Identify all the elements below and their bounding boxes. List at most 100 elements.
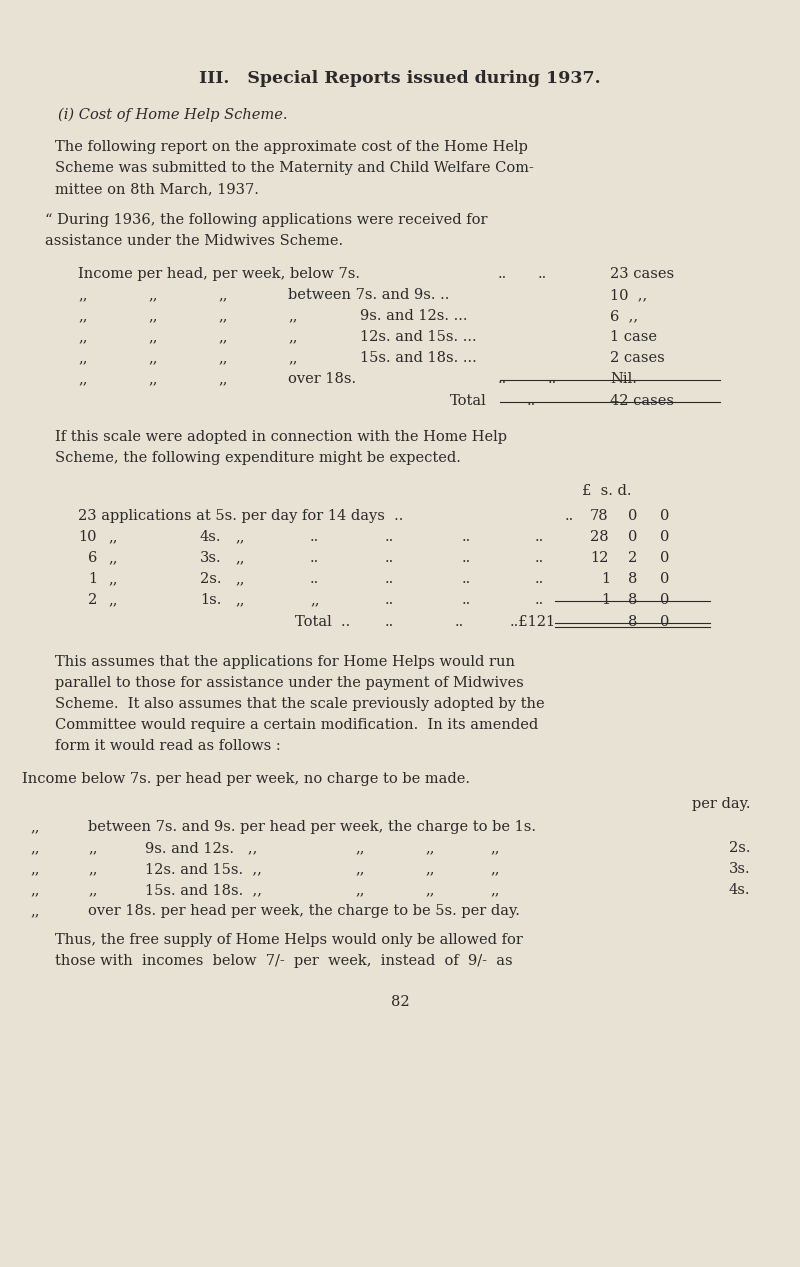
Text: 0: 0 [660,551,670,565]
Text: ,,: ,, [148,288,158,302]
Text: ,,: ,, [235,530,245,544]
Text: ,,: ,, [218,329,227,345]
Text: assistance under the Midwives Scheme.: assistance under the Midwives Scheme. [45,234,343,248]
Text: 0: 0 [628,509,638,523]
Text: ,,: ,, [490,841,499,855]
Text: Total  ..: Total .. [295,614,350,628]
Text: Nil.: Nil. [610,372,637,386]
Text: ..: .. [462,530,471,544]
Text: ..: .. [310,551,319,565]
Text: 2: 2 [88,593,98,607]
Text: ,,: ,, [490,862,499,875]
Text: ,,: ,, [30,820,39,834]
Text: ..: .. [527,394,536,408]
Text: ,,: ,, [148,309,158,323]
Text: ,,: ,, [218,351,227,365]
Text: 9s. and 12s. ...: 9s. and 12s. ... [360,309,467,323]
Text: ,,: ,, [425,862,434,875]
Text: ..: .. [462,571,471,587]
Text: ,,: ,, [355,862,365,875]
Text: ..: .. [455,614,464,628]
Text: £  s. d.: £ s. d. [582,484,631,498]
Text: 1s.: 1s. [200,593,222,607]
Text: ,,: ,, [30,883,39,897]
Text: ,,: ,, [310,593,319,607]
Text: ..: .. [535,593,544,607]
Text: 0: 0 [660,530,670,544]
Text: 12s. and 15s. ...: 12s. and 15s. ... [360,329,477,345]
Text: ..: .. [385,571,394,587]
Text: 6: 6 [88,551,98,565]
Text: ..: .. [498,372,507,386]
Text: 12s. and 15s.  ,,: 12s. and 15s. ,, [145,862,262,875]
Text: 1 case: 1 case [610,329,657,345]
Text: ,,: ,, [288,351,298,365]
Text: ..: .. [385,614,394,628]
Text: ..: .. [310,571,319,587]
Text: 0: 0 [628,530,638,544]
Text: “ During 1936, the following applications were received for: “ During 1936, the following application… [45,213,487,227]
Text: ,,: ,, [78,309,87,323]
Text: ,,: ,, [30,862,39,875]
Text: 42 cases: 42 cases [610,394,674,408]
Text: 15s. and 18s.  ,,: 15s. and 18s. ,, [145,883,262,897]
Text: 0: 0 [660,509,670,523]
Text: 2 cases: 2 cases [610,351,665,365]
Text: ,,: ,, [235,571,245,587]
Text: ..: .. [535,551,544,565]
Text: 10: 10 [78,530,97,544]
Text: ..: .. [462,551,471,565]
Text: ,,: ,, [490,883,499,897]
Text: ..: .. [548,372,558,386]
Text: ,,: ,, [78,288,87,302]
Text: 23 cases: 23 cases [610,267,674,281]
Text: 12: 12 [590,551,608,565]
Text: 1: 1 [601,571,610,587]
Text: 1: 1 [601,593,610,607]
Text: ,,: ,, [355,883,365,897]
Text: ,,: ,, [88,841,98,855]
Text: ..: .. [535,530,544,544]
Text: ,,: ,, [30,903,39,919]
Text: ..: .. [538,267,547,281]
Text: ..£121: ..£121 [510,614,556,628]
Text: ,,: ,, [88,883,98,897]
Text: ,,: ,, [425,883,434,897]
Text: 1: 1 [88,571,97,587]
Text: ..: .. [462,593,471,607]
Text: 8: 8 [628,593,638,607]
Text: III.   Special Reports issued during 1937.: III. Special Reports issued during 1937. [199,70,601,87]
Text: ,,: ,, [288,309,298,323]
Text: 9s. and 12s.   ,,: 9s. and 12s. ,, [145,841,258,855]
Text: Income below 7s. per head per week, no charge to be made.: Income below 7s. per head per week, no c… [22,772,470,786]
Text: parallel to those for assistance under the payment of Midwives: parallel to those for assistance under t… [55,677,524,691]
Text: 0: 0 [660,571,670,587]
Text: Thus, the free supply of Home Helps would only be allowed for: Thus, the free supply of Home Helps woul… [55,933,523,946]
Text: (i) Cost of Home Help Scheme.: (i) Cost of Home Help Scheme. [58,108,287,123]
Text: ,,: ,, [235,551,245,565]
Text: form it would read as follows :: form it would read as follows : [55,739,281,753]
Text: ,,: ,, [78,329,87,345]
Text: 10  ,,: 10 ,, [610,288,647,302]
Text: ..: .. [498,267,507,281]
Text: between 7s. and 9s. per head per week, the charge to be 1s.: between 7s. and 9s. per head per week, t… [88,820,536,834]
Text: 82: 82 [390,995,410,1009]
Text: ..: .. [565,509,574,523]
Text: 3s.: 3s. [200,551,222,565]
Text: Total: Total [450,394,486,408]
Text: 15s. and 18s. ...: 15s. and 18s. ... [360,351,477,365]
Text: ..: .. [310,530,319,544]
Text: ..: .. [385,593,394,607]
Text: ,,: ,, [108,593,118,607]
Text: ,,: ,, [78,372,87,386]
Text: between 7s. and 9s. ..: between 7s. and 9s. .. [288,288,450,302]
Text: 0: 0 [660,593,670,607]
Text: ,,: ,, [218,309,227,323]
Text: those with  incomes  below  7/-  per  week,  instead  of  9/-  as: those with incomes below 7/- per week, i… [55,954,513,968]
Text: 3s.: 3s. [728,862,750,875]
Text: ,,: ,, [288,329,298,345]
Text: ,,: ,, [235,593,245,607]
Text: ,,: ,, [425,841,434,855]
Text: ,,: ,, [88,862,98,875]
Text: ..: .. [385,551,394,565]
